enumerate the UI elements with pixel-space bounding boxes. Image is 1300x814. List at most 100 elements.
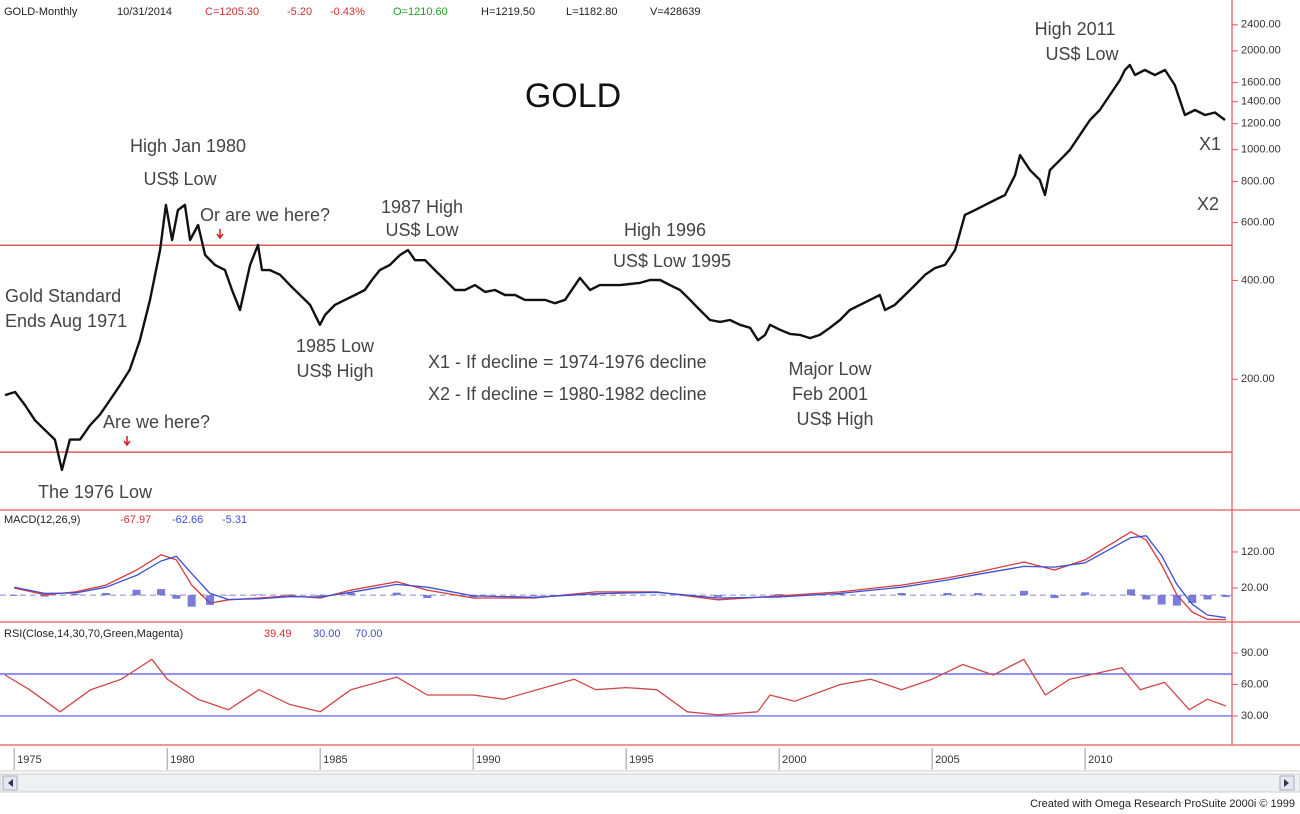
histogram-bar: [157, 589, 166, 596]
histogram-bar: [1081, 592, 1090, 596]
annotation: 1987 High: [381, 197, 463, 217]
indicator-line: [4, 658, 1227, 716]
macd-title: MACD(12,26,9): [4, 514, 80, 526]
volume: V=428639: [650, 6, 700, 18]
y-tick-label: 800.00: [1241, 175, 1275, 187]
x-tick-label: 1985: [323, 754, 347, 766]
y-tick-label: 1600.00: [1241, 77, 1281, 89]
y-tick-label: 30.00: [1241, 710, 1269, 722]
x-tick-label: 2000: [782, 754, 806, 766]
histogram-bar: [1019, 590, 1028, 596]
y-tick-label: 1400.00: [1241, 96, 1281, 108]
y-tick-label: 200.00: [1241, 373, 1275, 385]
histogram-bar: [591, 593, 600, 596]
low: L=1182.80: [566, 6, 618, 18]
x-tick-label: 1990: [476, 754, 500, 766]
annotation: High Jan 1980: [130, 136, 246, 156]
histogram-bar: [206, 595, 215, 605]
chart-title: GOLD: [525, 77, 621, 115]
histogram-bar: [423, 595, 432, 599]
x-tick-label: 1975: [17, 754, 41, 766]
annotation: Or are we here?: [200, 205, 330, 225]
histogram-bar: [713, 595, 722, 597]
annotation: X2: [1197, 194, 1219, 214]
histogram-bar: [897, 593, 906, 596]
annotation: US$ Low: [1045, 44, 1119, 64]
histogram-bar: [469, 595, 478, 598]
histogram-bar: [974, 593, 983, 596]
y-tick-label: 1200.00: [1241, 118, 1281, 130]
annotation: US$ Low 1995: [613, 251, 731, 271]
annotation: US$ High: [296, 361, 373, 381]
histogram-bar: [254, 594, 263, 596]
x-tick-label: 1980: [170, 754, 194, 766]
legend-value: -5.31: [222, 514, 247, 526]
scroll-right-icon: [1284, 779, 1289, 787]
arrow: [216, 229, 224, 240]
histogram-bar: [101, 593, 110, 596]
histogram-bar: [1203, 595, 1212, 600]
histogram-bar: [316, 595, 325, 597]
y-tick-label: 90.00: [1241, 647, 1269, 659]
histogram-bar: [285, 594, 294, 596]
x-tick-label: 2010: [1088, 754, 1112, 766]
annotation: High 2011: [1035, 19, 1116, 39]
y-tick-label: 1000.00: [1241, 144, 1281, 156]
change-pct: -0.43%: [330, 6, 365, 18]
annotation: Major Low: [788, 359, 872, 379]
y-tick-label: 20.00: [1241, 582, 1269, 594]
histogram-bar: [132, 589, 141, 596]
y-tick-label: 2000.00: [1241, 45, 1281, 57]
y-tick-label: 120.00: [1241, 546, 1275, 558]
histogram-bar: [943, 593, 952, 596]
annotation: X1: [1199, 134, 1221, 154]
y-tick-label: 600.00: [1241, 216, 1275, 228]
histogram-bar: [346, 593, 355, 596]
histogram-bar: [1050, 595, 1059, 599]
legend-value: -62.66: [172, 514, 203, 526]
symbol: GOLD-Monthly: [4, 6, 78, 18]
histogram-bar: [1142, 595, 1151, 600]
indicator-line: [14, 535, 1226, 619]
footer: Created with Omega Research ProSuite 200…: [1030, 798, 1295, 810]
histogram-bar: [40, 595, 49, 597]
close: C=1205.30: [205, 6, 259, 18]
histogram-bar: [172, 595, 181, 599]
high: H=1219.50: [481, 6, 535, 18]
y-tick-label: 400.00: [1241, 274, 1275, 286]
rsi-title: RSI(Close,14,30,70,Green,Magenta): [4, 628, 183, 640]
annotation: US$ Low: [385, 220, 459, 240]
annotation: Feb 2001: [792, 384, 868, 404]
scrollbar[interactable]: [0, 773, 1300, 793]
annotation: High 1996: [624, 220, 706, 240]
histogram-bar: [187, 595, 196, 607]
annotation: X1 - If decline = 1974-1976 decline: [428, 352, 707, 372]
annotation: US$ High: [796, 409, 873, 429]
y-tick-label: 2400.00: [1241, 19, 1281, 31]
annotation: Are we here?: [103, 412, 210, 432]
legend-value: 30.00: [313, 628, 341, 640]
annotation: Gold Standard: [5, 286, 121, 306]
histogram-bar: [10, 595, 19, 596]
arrow: [123, 436, 131, 447]
legend-value: 39.49: [264, 628, 292, 640]
histogram-bar: [775, 594, 784, 596]
annotation: X2 - If decline = 1980-1982 decline: [428, 384, 707, 404]
legend-value: 70.00: [355, 628, 383, 640]
date: 10/31/2014: [117, 6, 172, 18]
y-tick-label: 60.00: [1241, 678, 1269, 690]
annotation: US$ Low: [143, 169, 217, 189]
histogram-bar: [1172, 595, 1181, 606]
scroll-left-icon: [8, 779, 13, 787]
histogram-bar: [1221, 595, 1230, 598]
price-line: [4, 63, 1226, 472]
histogram-bar: [392, 592, 401, 596]
x-tick-label: 2005: [935, 754, 959, 766]
change: -5.20: [287, 6, 312, 18]
histogram-bar: [1157, 595, 1166, 605]
legend-value: -67.97: [120, 514, 151, 526]
annotation: 1985 Low: [296, 336, 375, 356]
